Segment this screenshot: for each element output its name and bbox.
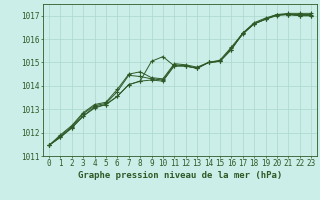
X-axis label: Graphe pression niveau de la mer (hPa): Graphe pression niveau de la mer (hPa) xyxy=(78,171,282,180)
